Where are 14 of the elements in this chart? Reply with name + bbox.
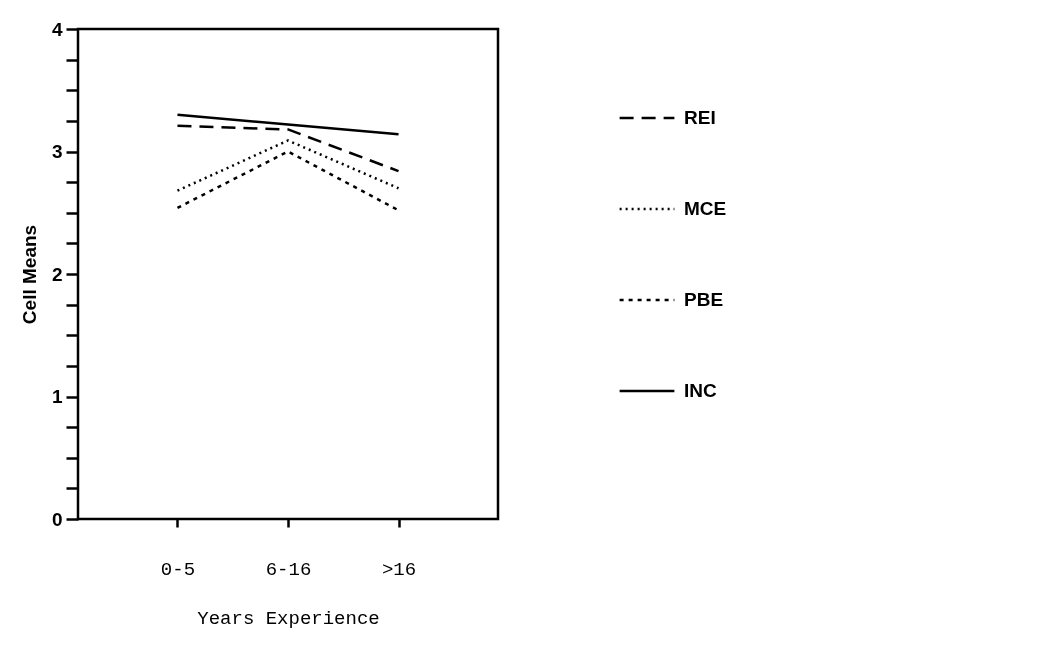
x-tick-label: >16 [381, 558, 417, 581]
legend-label: PBE [684, 289, 724, 310]
y-tick-label: 0 [51, 508, 63, 530]
y-tick-label: 4 [51, 18, 63, 40]
y-tick-label: 3 [51, 141, 63, 162]
legend-label: INC [684, 380, 717, 401]
x-tick-label: 0-5 [160, 558, 196, 581]
y-axis-title: Cell Means [18, 224, 40, 325]
y-tick-label: 2 [51, 263, 63, 285]
x-axis-title: Years Experience [197, 607, 380, 630]
y-tick-label: 1 [51, 386, 63, 407]
legend-label: MCE [684, 198, 727, 219]
legend-label: REI [684, 107, 716, 128]
x-tick-label: 6-16 [265, 558, 312, 581]
